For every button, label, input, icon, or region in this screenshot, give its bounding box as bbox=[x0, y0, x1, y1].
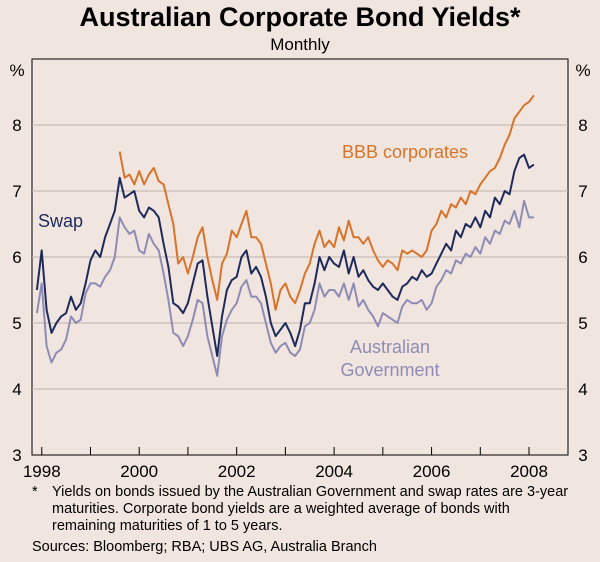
x-tick-label: 2006 bbox=[413, 462, 451, 481]
y-tick-label-left: 5 bbox=[12, 314, 21, 333]
series-label-swap: Swap bbox=[38, 211, 83, 231]
y-tick-label-right: 7 bbox=[578, 182, 587, 201]
x-tick-labels: 1998 2000 2002 2004 2006 2008 bbox=[23, 462, 548, 481]
y-tick-labels: 3 3 4 4 5 5 6 6 7 7 8 8 bbox=[12, 116, 587, 465]
series-line-swap bbox=[35, 153, 535, 357]
y-unit-left: % bbox=[9, 61, 24, 80]
series-lines bbox=[35, 94, 535, 377]
y-unit-right: % bbox=[575, 61, 590, 80]
x-tick-label: 2000 bbox=[120, 462, 158, 481]
sources: Sources: Bloomberg; RBA; UBS AG, Austral… bbox=[32, 539, 377, 555]
y-tick-label-left: 6 bbox=[12, 248, 21, 267]
series-line-bbb-corporates bbox=[118, 94, 535, 311]
x-ticks bbox=[41, 447, 530, 455]
x-tick-label: 1998 bbox=[23, 462, 61, 481]
y-tick-label-left: 8 bbox=[12, 116, 21, 135]
chart-title: Australian Corporate Bond Yields* bbox=[79, 2, 521, 32]
x-tick-label: 2002 bbox=[218, 462, 256, 481]
series-line-australian-government bbox=[35, 199, 534, 377]
x-tick-label: 2008 bbox=[510, 462, 548, 481]
footnote: * Yields on bonds issued by the Australi… bbox=[32, 484, 572, 535]
footnote-text: Yields on bonds issued by the Australian… bbox=[52, 484, 569, 534]
y-tick-label-right: 8 bbox=[578, 116, 587, 135]
y-tick-label-right: 5 bbox=[578, 314, 587, 333]
y-tick-label-left: 7 bbox=[12, 182, 21, 201]
x-tick-label: 2004 bbox=[315, 462, 353, 481]
chart-subtitle: Monthly bbox=[270, 35, 330, 54]
gridlines bbox=[32, 124, 568, 390]
series-label-bbb: BBB corporates bbox=[342, 142, 468, 162]
y-tick-label-right: 4 bbox=[578, 380, 587, 399]
y-tick-label-left: 4 bbox=[12, 380, 21, 399]
y-tick-label-right: 3 bbox=[578, 446, 587, 465]
y-tick-label-right: 6 bbox=[578, 248, 587, 267]
footnote-marker: * bbox=[32, 484, 38, 500]
series-label-govt-line2: Government bbox=[340, 360, 439, 380]
series-label-govt-line1: Australian bbox=[350, 337, 430, 357]
y-tick-label-left: 3 bbox=[12, 446, 21, 465]
